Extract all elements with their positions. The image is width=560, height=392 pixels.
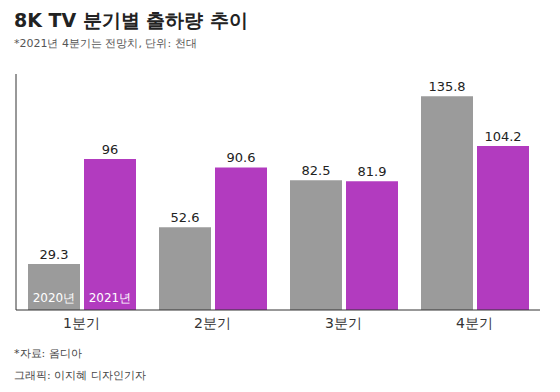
html-text:8K TV 분기별 출하량 추이: 8K TV 분기별 출하량 추이: [14, 9, 249, 31]
svg-text:4분기: 4분기: [456, 315, 493, 331]
svg-text:2021년: 2021년: [89, 291, 132, 305]
html-text:*자료: 옴디아: *자료: 옴디아: [14, 347, 82, 360]
svg-text:2020년: 2020년: [33, 291, 76, 305]
svg-text:1분기: 1분기: [63, 315, 100, 331]
svg-text:2분기: 2분기: [194, 315, 231, 331]
svg-text:81.9: 81.9: [358, 164, 387, 179]
svg-text:29.3: 29.3: [40, 247, 69, 262]
svg-text:52.6: 52.6: [171, 210, 200, 225]
svg-text:135.8: 135.8: [428, 79, 465, 94]
svg-text:96: 96: [102, 142, 119, 157]
svg-text:82.5: 82.5: [302, 163, 331, 178]
svg-text:104.2: 104.2: [484, 129, 521, 144]
svg-text:90.6: 90.6: [227, 150, 256, 165]
html-text:그래픽: 이지혜 디자인기자: 그래픽: 이지혜 디자인기자: [14, 369, 146, 382]
html-text:*2021년 4분기는 전망치, 단위: 천대: *2021년 4분기는 전망치, 단위: 천대: [14, 37, 197, 50]
svg-text:3분기: 3분기: [325, 315, 362, 331]
